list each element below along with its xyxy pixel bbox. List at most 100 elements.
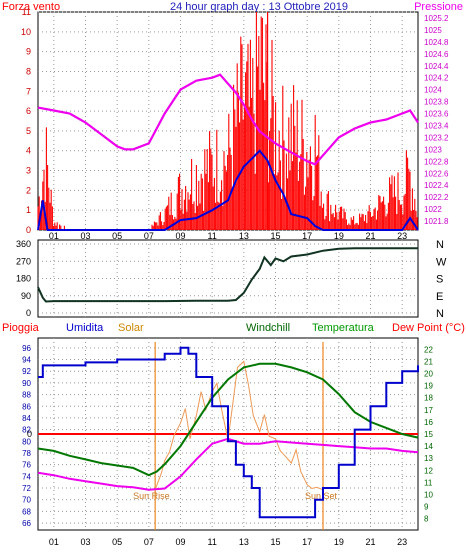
temp-tick-21: 21 <box>424 357 433 366</box>
gust-line <box>37 149 419 231</box>
wind-tick-11: 11 <box>22 7 31 17</box>
compass-n-4: N <box>436 308 444 320</box>
humidity-tick-66: 66 <box>22 519 31 528</box>
humidity-tick-82: 82 <box>22 426 31 435</box>
x-tick-label-11: 11 <box>207 537 216 547</box>
sunset-label: Sun Set <box>305 491 338 501</box>
legend-umidita: Umidita <box>66 322 104 334</box>
x-tick-label-15: 15 <box>270 231 280 241</box>
legend-temperatura: Temperatura <box>312 322 375 334</box>
wind-tick-5: 5 <box>26 126 31 136</box>
x-tick-label-21: 21 <box>365 537 375 547</box>
temp-tick-17: 17 <box>424 406 433 415</box>
humidity-tick-86: 86 <box>22 402 31 411</box>
wind-tick-8: 8 <box>26 66 31 76</box>
wind-tick-7: 7 <box>26 86 31 96</box>
temp-tick-9: 9 <box>424 503 429 512</box>
x-tick-label-01: 01 <box>49 231 59 241</box>
humidity-tick-84: 84 <box>22 414 31 423</box>
temp-tick-13: 13 <box>424 454 433 463</box>
x-tick-label-05: 05 <box>112 537 122 547</box>
compass-w-1: W <box>436 256 447 268</box>
temp-tick-15: 15 <box>424 430 433 439</box>
pressure-tick-1023: 1023 <box>424 145 442 154</box>
temp-tick-18: 18 <box>424 394 433 403</box>
x-tick-label-03: 03 <box>80 231 90 241</box>
humidity-tick-94: 94 <box>22 356 31 365</box>
wind-axis-title: Forza vento <box>2 1 60 13</box>
wind-tick-3: 3 <box>26 166 31 176</box>
pressure-tick-1022: 1022 <box>424 205 442 214</box>
temp-x-ticks: 01 03 05 07 09 11 13 15 17 19 21 23 <box>49 537 407 547</box>
legend-solar: Solar <box>118 322 144 334</box>
temp-tick-10: 10 <box>424 491 433 500</box>
temp-tick-20: 20 <box>424 369 433 378</box>
wind-tick-9: 9 <box>26 47 31 57</box>
wind-panel: Forza vento 24 hour graph day : 13 Ottob… <box>2 1 463 241</box>
wind-tick-0: 0 <box>26 225 31 235</box>
humidity-tick-72: 72 <box>22 484 31 493</box>
direction-tick-180: 180 <box>16 274 31 284</box>
pressure-tick-1022.2: 1022.2 <box>424 193 449 202</box>
legend-windchill: Windchill <box>246 322 290 334</box>
direction-grid <box>38 240 418 317</box>
pressure-tick-1025: 1025 <box>424 26 442 35</box>
temp-tick-11: 11 <box>424 478 433 487</box>
direction-tick-360: 360 <box>16 239 31 249</box>
x-tick-label-17: 17 <box>302 231 312 241</box>
pressure-tick-1022.6: 1022.6 <box>424 169 449 178</box>
direction-line <box>37 247 418 303</box>
wind-y-ticks: 0 1 2 3 4 5 6 7 8 9 10 11 <box>21 7 31 235</box>
pressure-tick-1023.2: 1023.2 <box>424 133 449 142</box>
x-tick-label-23: 23 <box>397 231 407 241</box>
pressure-tick-1025.2: 1025.2 <box>424 14 449 23</box>
x-tick-label-01: 01 <box>49 537 59 547</box>
temp-tick-8: 8 <box>424 515 429 524</box>
legend-pioggia: Pioggia <box>2 322 40 334</box>
wind-tick-10: 10 <box>21 27 31 37</box>
x-tick-label-21: 21 <box>365 231 375 241</box>
pressure-tick-1023.8: 1023.8 <box>424 98 449 107</box>
temperature-y-ticks: 8 9 10 11 12 13 14 15 16 17 18 19 20 21 22 <box>424 345 433 523</box>
temp-tick-14: 14 <box>424 442 433 451</box>
x-tick-label-13: 13 <box>239 231 249 241</box>
temp-series <box>37 346 419 519</box>
pressure-tick-1021.8: 1021.8 <box>424 217 449 226</box>
solar-line <box>154 360 324 491</box>
temp-tick-12: 12 <box>424 466 433 475</box>
x-tick-label-09: 09 <box>175 537 185 547</box>
direction-tick-0: 0 <box>26 308 31 318</box>
x-tick-label-13: 13 <box>239 537 249 547</box>
pressure-axis-title: Pressione <box>414 1 463 13</box>
temp-panel: Pioggia Umidita Solar Windchill Temperat… <box>2 322 465 547</box>
wind-tick-4: 4 <box>26 146 31 156</box>
wind-x-ticks: 01 03 05 07 09 11 13 15 17 19 21 23 <box>49 231 407 241</box>
x-tick-label-09: 09 <box>175 231 185 241</box>
x-tick-label-23: 23 <box>397 537 407 547</box>
x-tick-label-15: 15 <box>270 537 280 547</box>
humidity-tick-78: 78 <box>22 449 31 458</box>
temp-tick-22: 22 <box>424 345 433 354</box>
temp-tick-19: 19 <box>424 382 433 391</box>
pressure-tick-1022.8: 1022.8 <box>424 157 449 166</box>
humidity-line <box>38 346 419 519</box>
humidity-tick-90: 90 <box>22 379 31 388</box>
rain-zero-label: 0 <box>27 429 32 439</box>
sunrise-label: Sun Rise <box>133 491 170 501</box>
wind-tick-1: 1 <box>26 205 31 215</box>
direction-tick-90: 90 <box>21 291 31 301</box>
compass-n-0: N <box>436 239 444 251</box>
chart-title: 24 hour graph day : 13 Ottobre 2019 <box>170 1 348 13</box>
pressure-tick-1024: 1024 <box>424 86 442 95</box>
x-tick-label-11: 11 <box>207 231 216 241</box>
wind-series <box>37 12 419 231</box>
x-tick-label-07: 07 <box>144 231 154 241</box>
humidity-tick-80: 80 <box>22 437 31 446</box>
pressure-tick-1023.4: 1023.4 <box>424 121 449 130</box>
pressure-tick-1024.6: 1024.6 <box>424 50 449 59</box>
direction-y-ticks: 0 90 180 270 360 <box>16 239 31 318</box>
compass-e-3: E <box>436 291 443 303</box>
